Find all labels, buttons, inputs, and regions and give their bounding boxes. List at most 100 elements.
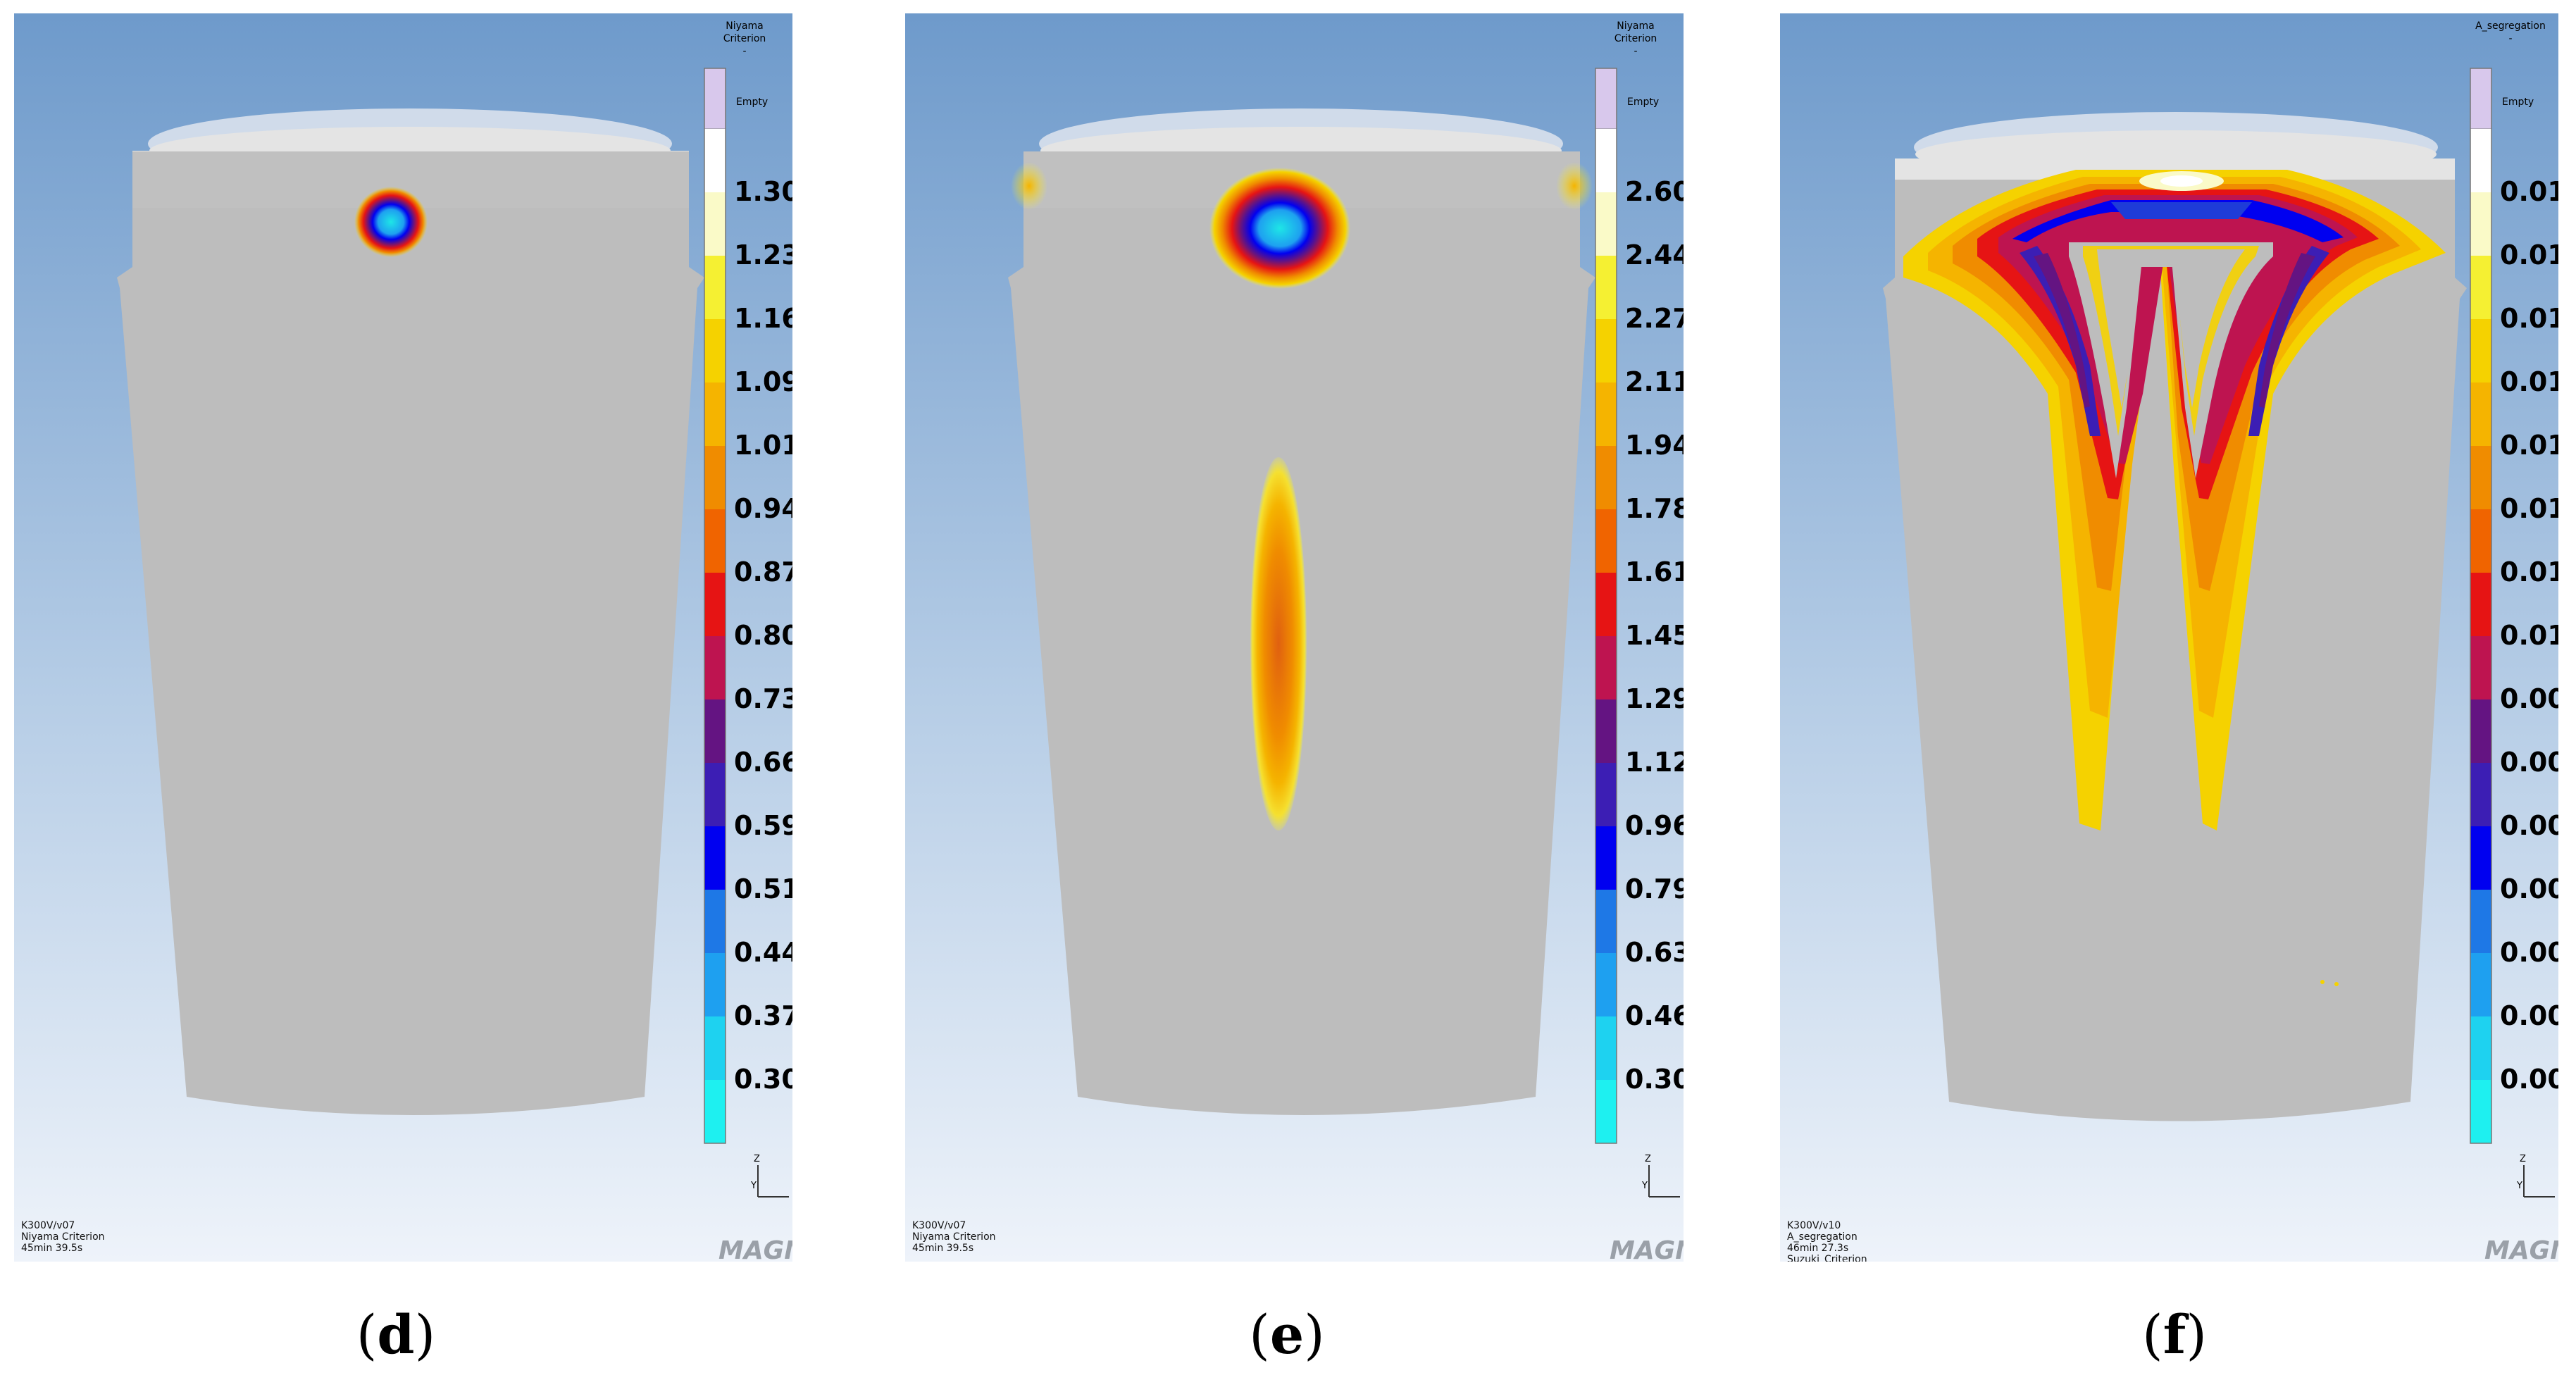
legend-swatch (704, 509, 726, 573)
legend-swatch (1595, 382, 1617, 446)
legend-unit: - (742, 46, 746, 57)
axis-z-label: Z (1645, 1154, 1651, 1164)
legend-swatch (1595, 1016, 1617, 1080)
legend-value-label: 0.018 (2500, 240, 2558, 270)
caption-paren-open: ( (2141, 1303, 2163, 1366)
color-legend: Niyama Criterion - Empty 1.30 1.23 1.16 1.0… (704, 20, 792, 1144)
legend-value-label: 0.94 (734, 493, 792, 524)
caption-letter: f (2163, 1303, 2186, 1366)
simulation-panel-f: A_segregation - Empty 0.019 0.018 0.017 0.0… (1780, 13, 2558, 1262)
legend-value-label: 2.44 (1625, 240, 1684, 270)
legend-swatch (2470, 890, 2491, 953)
info-line: A_segregation (1787, 1231, 1858, 1243)
legend-swatch (1595, 573, 1617, 636)
legend-swatch (2470, 636, 2491, 699)
legend-value-label: 0.010 (2500, 620, 2558, 651)
magma-logo: MAGMA (1610, 1236, 1684, 1262)
casting-part (1883, 112, 2467, 1121)
legend-swatch (704, 890, 726, 953)
segregation-pattern (1903, 170, 2446, 986)
legend-value-label: 1.78 (1625, 493, 1684, 524)
legend-value-label: 0.007 (2500, 810, 2558, 841)
legend-title: Niyama (726, 20, 763, 32)
legend-value-label: 1.29 (1625, 683, 1684, 714)
legend-swatch (704, 382, 726, 446)
legend-swatch (1595, 953, 1617, 1016)
legend-swatch (704, 446, 726, 509)
legend-title: A_segregation (2475, 20, 2546, 32)
caption-paren-close: ) (2186, 1303, 2207, 1366)
legend-swatch (704, 319, 726, 382)
legend-value-label: 0.37 (734, 1000, 792, 1031)
color-legend: A_segregation - Empty 0.019 0.018 0.017 0.0… (2470, 20, 2558, 1144)
legend-value-label: 0.30 (734, 1064, 792, 1095)
info-line: Niyama Criterion (21, 1231, 105, 1243)
legend-swatch (2470, 509, 2491, 573)
legend-empty-swatch (704, 68, 726, 130)
defect-region-corner-left (1011, 162, 1047, 210)
legend-swatch (1595, 699, 1617, 763)
legend-value-label: 0.30 (1625, 1064, 1684, 1095)
axis-triad (757, 1165, 789, 1198)
defect-region (354, 187, 428, 257)
legend-value-label: 1.94 (1625, 430, 1684, 461)
legend-value-label: 0.015 (2500, 366, 2558, 397)
info-line: Niyama Criterion (912, 1231, 996, 1243)
legend-swatch (2470, 319, 2491, 382)
simulation-panel-d: Niyama Criterion - Empty 1.30 1.23 1.16 1.0… (14, 13, 792, 1262)
info-line: K300V/v10 (1787, 1220, 1841, 1231)
legend-value-label: 0.014 (2500, 430, 2558, 461)
legend-value-label: 2.27 (1625, 303, 1684, 334)
legend-swatch (1595, 446, 1617, 509)
legend-value-label: 1.12 (1625, 747, 1684, 778)
panel-e-canvas: Niyama Criterion - Empty 2.60 2.44 2.27 2.1… (905, 13, 1684, 1262)
legend-value-label: 0.73 (734, 683, 792, 714)
legend-swatch (1595, 319, 1617, 382)
legend-swatch (704, 636, 726, 699)
simulation-panel-e: Niyama Criterion - Empty 2.60 2.44 2.27 2.1… (905, 13, 1684, 1262)
legend-value-label: 0.009 (2500, 683, 2558, 714)
legend-title-2: Criterion (1614, 33, 1657, 44)
legend-value-label: 0.63 (1625, 937, 1684, 968)
legend-value-label: 0.44 (734, 937, 792, 968)
legend-value-label: 2.60 (1625, 176, 1684, 207)
legend-swatch (1595, 1080, 1617, 1143)
legend-empty-label: Empty (1627, 97, 1659, 108)
legend-swatch (1595, 129, 1617, 192)
legend-value-label: 1.23 (734, 240, 792, 270)
color-legend: Niyama Criterion - Empty 2.60 2.44 2.27 2.1… (1595, 20, 1684, 1144)
legend-value-label: 0.66 (734, 747, 792, 778)
defect-region-top (1209, 168, 1350, 289)
legend-swatch (1595, 890, 1617, 953)
legend-swatch (1595, 763, 1617, 826)
legend-value-label: 1.45 (1625, 620, 1684, 651)
legend-value-label: 1.16 (734, 303, 792, 334)
legend-empty-label: Empty (736, 97, 768, 108)
casting-part (1008, 108, 1595, 1115)
axis-z-label: Z (2520, 1154, 2526, 1164)
legend-swatch (704, 192, 726, 256)
legend-value-label: 0.87 (734, 556, 792, 587)
legend-swatch (704, 1016, 726, 1080)
legend-value-label: 1.01 (734, 430, 792, 461)
panel-f-canvas: A_segregation - Empty 0.019 0.018 0.017 0.0… (1780, 13, 2558, 1262)
legend-value-label: 0.008 (2500, 747, 2558, 778)
legend-swatch (2470, 1080, 2491, 1143)
legend-value-label: 2.11 (1625, 366, 1684, 397)
legend-swatch (1595, 509, 1617, 573)
legend-swatch (1595, 826, 1617, 890)
legend-value-label: 0.79 (1625, 873, 1684, 904)
axis-triad (1648, 1165, 1680, 1198)
caption-paren-close: ) (1304, 1303, 1325, 1366)
caption-paren-open: ( (356, 1303, 378, 1366)
legend-swatch (704, 826, 726, 890)
axis-z-label: Z (754, 1154, 760, 1164)
legend-value-label: 0.017 (2500, 303, 2558, 334)
legend-value-label: 0.51 (734, 873, 792, 904)
info-line: Suzuki_Criterion (1787, 1254, 1867, 1262)
axis-triad (2523, 1165, 2555, 1198)
axis-y-label: Y (750, 1181, 757, 1191)
legend-empty-swatch (1595, 68, 1617, 130)
legend-frame (2470, 68, 2492, 1144)
legend-swatch (2470, 699, 2491, 763)
